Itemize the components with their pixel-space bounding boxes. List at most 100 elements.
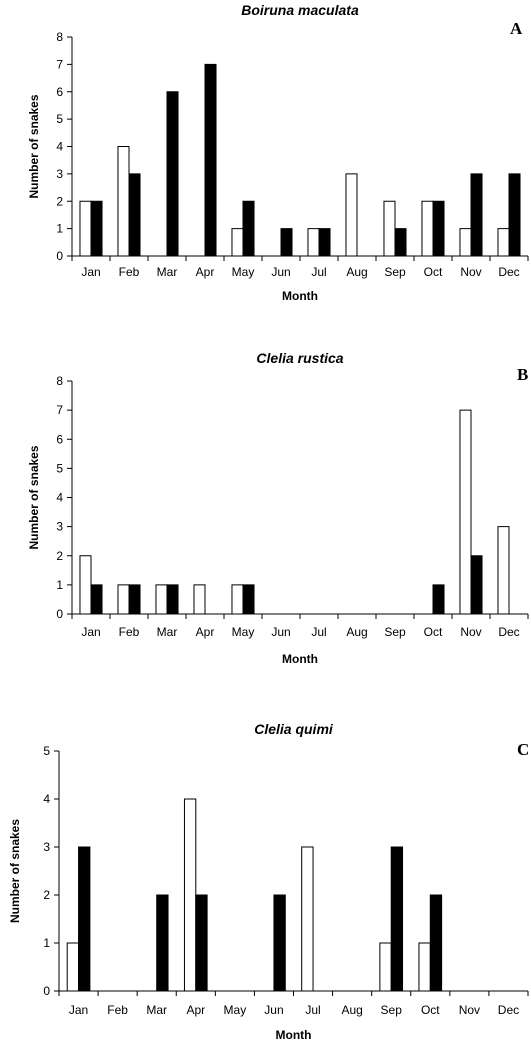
y-tick-label: 6 xyxy=(56,85,63,99)
x-tick-label: Aug xyxy=(346,265,367,279)
x-tick-label: Jul xyxy=(305,1003,320,1017)
chart-panel-b: Clelia rustica B 0 1 2 3 4 5 6 7 8 Jan Feb Mar Apr May J… xyxy=(27,350,529,666)
y-tick-label: 6 xyxy=(56,432,63,446)
y-tick-label: 1 xyxy=(43,936,50,950)
x-tick-label: Jan xyxy=(81,625,100,639)
x-tick-label: May xyxy=(232,265,255,279)
y-tick-label: 3 xyxy=(43,840,50,854)
bar-open-feb xyxy=(117,584,130,615)
bar-open-sep xyxy=(379,942,392,992)
x-tick-label: Oct xyxy=(421,1003,440,1017)
x-tick-label: Nov xyxy=(460,265,481,279)
y-tick-label: 5 xyxy=(56,461,63,475)
bar-open-apr xyxy=(193,584,206,615)
x-tick-label: Aug xyxy=(341,1003,362,1017)
bar-filled-jan xyxy=(90,200,103,257)
y-tick-label: 4 xyxy=(56,491,63,505)
x-tick-label: Apr xyxy=(196,625,215,639)
bar-open-jul xyxy=(307,228,320,257)
bar-filled-nov xyxy=(470,555,483,615)
y-tick-label: 2 xyxy=(56,194,63,208)
bar-filled-mar xyxy=(166,584,179,615)
bar-filled-sep xyxy=(394,228,407,257)
x-tick-label: Dec xyxy=(498,625,519,639)
x-tick-label: Aug xyxy=(346,625,367,639)
x-tick-label: Apr xyxy=(196,265,215,279)
bar-filled-jan xyxy=(90,584,103,615)
x-tick-label: Jan xyxy=(69,1003,88,1017)
bar-open-may xyxy=(231,228,244,257)
x-tick-label: Mar xyxy=(146,1003,167,1017)
y-axis-label: Number of snakes xyxy=(27,445,41,549)
x-axis-label: Month xyxy=(282,652,318,666)
x-tick-label: Nov xyxy=(459,1003,480,1017)
y-tick-label: 0 xyxy=(56,607,63,621)
bar-open-may xyxy=(231,584,244,615)
bar-filled-jun xyxy=(273,894,286,992)
bar-filled-dec xyxy=(508,173,521,257)
x-tick-label: Jun xyxy=(264,1003,283,1017)
bar-filled-jan xyxy=(78,846,91,992)
bar-open-jan xyxy=(66,942,80,992)
y-tick-label: 8 xyxy=(56,374,63,388)
x-tick-label: Jul xyxy=(311,265,326,279)
x-tick-label: Nov xyxy=(460,625,481,639)
x-tick-label: Dec xyxy=(498,1003,519,1017)
bar-filled-oct xyxy=(432,584,445,615)
bar-open-dec xyxy=(497,526,510,615)
x-tick-label: Jan xyxy=(81,265,100,279)
x-tick-label: Feb xyxy=(119,625,140,639)
bar-filled-may xyxy=(242,584,255,615)
y-tick-label: 2 xyxy=(43,888,50,902)
y-tick-label: 5 xyxy=(56,112,63,126)
bar-open-feb xyxy=(117,146,130,257)
bar-filled-may xyxy=(242,200,255,257)
x-tick-label: Dec xyxy=(498,265,519,279)
bar-open-aug xyxy=(345,173,358,257)
y-tick-label: 4 xyxy=(43,792,50,806)
y-tick-label: 0 xyxy=(43,984,50,998)
y-tick-label: 2 xyxy=(56,549,63,563)
y-tick-label: 3 xyxy=(56,167,63,181)
chart-title: Boiruna maculata xyxy=(241,2,359,18)
y-tick-label: 1 xyxy=(56,578,63,592)
x-tick-label: Jul xyxy=(311,625,326,639)
bar-open-apr xyxy=(183,798,197,992)
y-tick-label: 1 xyxy=(56,222,63,236)
bar-filled-sep xyxy=(390,846,404,992)
panel-letter: C xyxy=(517,740,529,759)
bar-open-nov xyxy=(459,409,472,615)
bar-filled-feb xyxy=(128,173,141,257)
bar-open-oct xyxy=(418,942,431,992)
x-tick-label: Feb xyxy=(107,1003,128,1017)
bar-open-nov xyxy=(459,228,472,257)
bar-filled-nov xyxy=(470,173,483,257)
x-tick-label: May xyxy=(232,625,255,639)
x-tick-label: Jun xyxy=(271,265,290,279)
bar-filled-jul xyxy=(318,228,331,257)
y-tick-label: 0 xyxy=(56,249,63,263)
bar-filled-mar xyxy=(166,91,179,257)
bar-filled-jun xyxy=(280,228,293,257)
bar-filled-apr xyxy=(195,894,208,992)
x-tick-label: Mar xyxy=(157,625,178,639)
x-tick-label: Sep xyxy=(384,625,406,639)
bar-filled-oct xyxy=(432,200,445,257)
chart-title: Clelia rustica xyxy=(256,350,343,366)
y-tick-label: 5 xyxy=(43,744,50,758)
x-tick-label: Apr xyxy=(186,1003,205,1017)
bar-filled-feb xyxy=(128,584,141,615)
bar-open-jan xyxy=(79,200,92,257)
chart-panel-a: Boiruna maculata A 0 1 2 3 4 5 6 7 8 Jan Feb Mar Apr Ma… xyxy=(27,2,529,303)
bar-open-jan xyxy=(79,555,92,615)
x-tick-label: Jun xyxy=(271,625,290,639)
y-axis-label: Number of snakes xyxy=(27,94,41,198)
y-tick-label: 7 xyxy=(56,403,63,417)
y-tick-label: 8 xyxy=(56,30,63,44)
bar-open-sep xyxy=(383,200,396,257)
x-tick-label: Oct xyxy=(424,265,443,279)
bar-filled-mar xyxy=(156,894,169,992)
x-axis-label: Month xyxy=(282,289,318,303)
bar-open-oct xyxy=(421,200,434,257)
